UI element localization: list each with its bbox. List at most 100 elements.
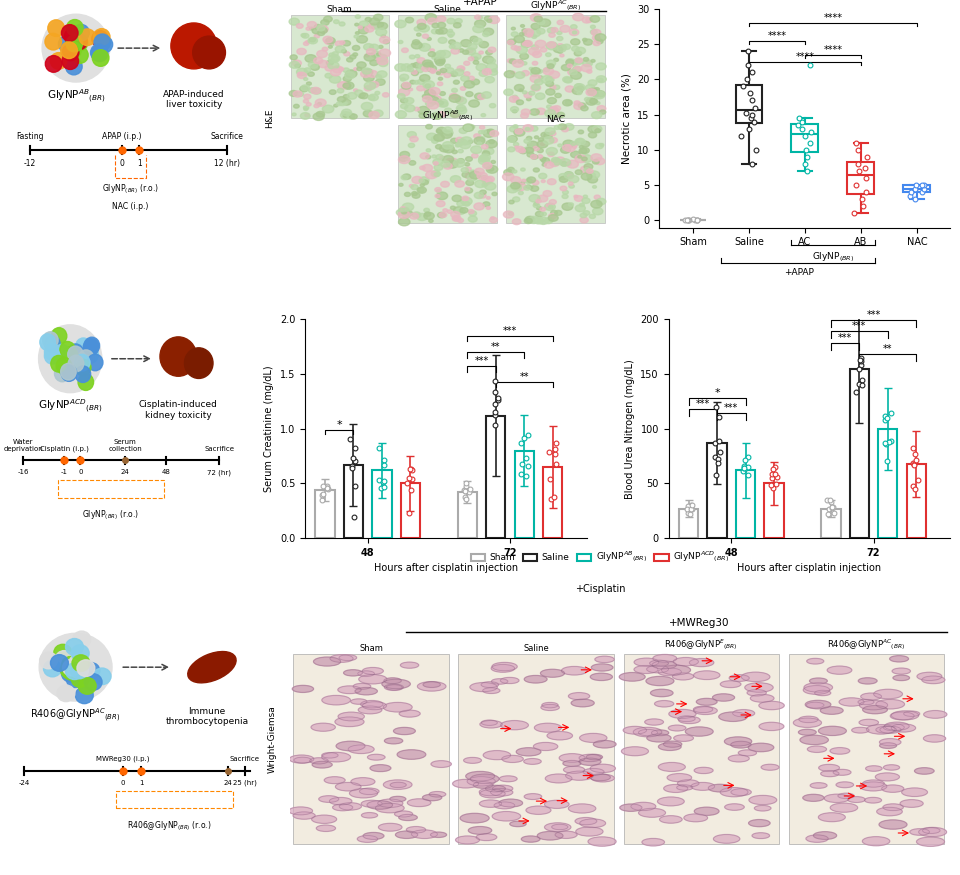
Circle shape — [71, 33, 87, 50]
Text: ***: *** — [724, 403, 738, 413]
Circle shape — [806, 835, 828, 843]
Circle shape — [575, 170, 582, 174]
Circle shape — [468, 44, 477, 50]
Circle shape — [92, 50, 108, 66]
Circle shape — [545, 52, 551, 57]
Circle shape — [499, 799, 522, 807]
Circle shape — [66, 671, 84, 688]
Circle shape — [584, 58, 588, 61]
Circle shape — [419, 63, 428, 69]
Point — [791, 118, 806, 132]
Text: MWReg30 (i.p.): MWReg30 (i.p.) — [96, 756, 150, 762]
Circle shape — [659, 743, 682, 751]
Circle shape — [418, 107, 429, 115]
Circle shape — [431, 136, 438, 141]
Circle shape — [363, 832, 384, 839]
Circle shape — [317, 51, 327, 58]
Point — [547, 442, 563, 456]
Circle shape — [446, 163, 451, 165]
Circle shape — [513, 197, 519, 202]
Point — [518, 469, 534, 483]
Circle shape — [384, 684, 403, 690]
Point — [314, 493, 329, 507]
Circle shape — [486, 50, 492, 55]
Circle shape — [292, 113, 296, 116]
Circle shape — [477, 172, 488, 179]
Point — [548, 437, 564, 451]
Circle shape — [458, 219, 464, 222]
Circle shape — [516, 146, 524, 152]
Circle shape — [486, 69, 491, 72]
Circle shape — [344, 76, 351, 81]
Circle shape — [420, 153, 429, 159]
Circle shape — [325, 66, 333, 71]
Circle shape — [72, 654, 90, 671]
Circle shape — [580, 733, 607, 742]
Circle shape — [694, 707, 717, 715]
Circle shape — [418, 682, 446, 691]
Point — [678, 213, 693, 227]
Circle shape — [538, 195, 548, 202]
Text: 1: 1 — [139, 780, 144, 786]
Circle shape — [582, 17, 591, 23]
Circle shape — [575, 155, 587, 163]
Circle shape — [309, 38, 316, 42]
Circle shape — [561, 147, 570, 153]
Point — [685, 213, 701, 227]
Circle shape — [510, 822, 526, 827]
Circle shape — [343, 102, 348, 105]
Point — [749, 143, 764, 157]
Point — [907, 447, 923, 461]
Text: Wright-Giemsa: Wright-Giemsa — [268, 705, 276, 774]
Circle shape — [62, 346, 78, 363]
Circle shape — [541, 158, 549, 164]
Circle shape — [420, 166, 425, 170]
Circle shape — [569, 29, 579, 36]
Bar — [679, 508, 698, 538]
Point — [403, 482, 419, 496]
Circle shape — [581, 141, 589, 147]
Circle shape — [464, 202, 470, 206]
Circle shape — [539, 217, 548, 224]
Circle shape — [451, 48, 460, 54]
Circle shape — [581, 65, 591, 72]
Circle shape — [523, 30, 534, 37]
Circle shape — [367, 801, 393, 809]
Circle shape — [450, 72, 458, 76]
Circle shape — [44, 344, 60, 360]
Point — [853, 358, 869, 372]
Circle shape — [453, 216, 459, 220]
Circle shape — [160, 337, 197, 376]
Circle shape — [663, 741, 682, 747]
Circle shape — [441, 161, 450, 167]
Circle shape — [396, 209, 405, 215]
Circle shape — [420, 177, 429, 184]
Circle shape — [479, 155, 489, 162]
Circle shape — [464, 80, 474, 88]
Point — [372, 441, 387, 455]
Circle shape — [451, 111, 460, 117]
Circle shape — [595, 656, 614, 662]
Point — [804, 125, 819, 139]
Circle shape — [520, 24, 524, 27]
Circle shape — [457, 66, 465, 71]
Text: ***: *** — [474, 356, 489, 367]
Circle shape — [672, 673, 694, 680]
Bar — [821, 508, 841, 538]
Point — [487, 418, 502, 432]
Circle shape — [534, 218, 543, 224]
Circle shape — [876, 808, 902, 816]
Text: *: * — [336, 420, 342, 430]
Bar — [458, 492, 477, 538]
Circle shape — [54, 345, 70, 361]
Circle shape — [592, 35, 600, 40]
Circle shape — [369, 111, 379, 119]
Circle shape — [449, 94, 461, 102]
Circle shape — [562, 203, 573, 210]
Circle shape — [440, 102, 448, 107]
Circle shape — [541, 75, 553, 83]
Point — [911, 473, 926, 487]
Circle shape — [583, 60, 592, 66]
Circle shape — [443, 209, 447, 212]
Circle shape — [515, 146, 518, 149]
